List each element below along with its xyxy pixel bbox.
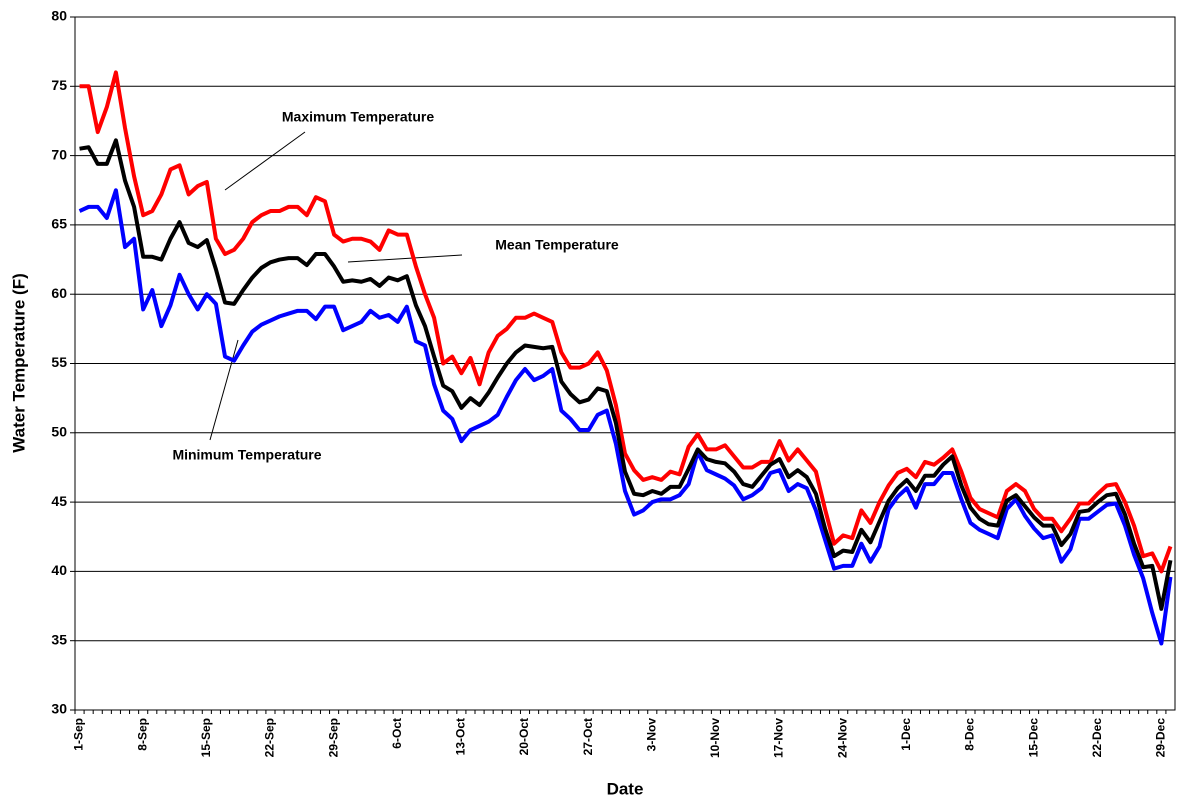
x-tick-label: 17-Nov	[772, 718, 786, 758]
y-tick-label: 50	[51, 424, 67, 440]
annotation: Minimum Temperature	[172, 447, 321, 463]
x-tick-label: 1-Dec	[899, 718, 913, 751]
y-tick-label: 40	[51, 562, 67, 578]
x-axis-title: Date	[607, 779, 644, 798]
x-tick-label: 8-Dec	[963, 718, 977, 751]
series-line	[78, 188, 1173, 646]
x-tick-label: 29-Dec	[1154, 718, 1168, 758]
x-tick-label: 22-Sep	[263, 718, 277, 757]
y-tick-label: 70	[51, 146, 67, 162]
y-tick-label: 80	[51, 8, 67, 24]
y-tick-label: 45	[51, 493, 67, 509]
x-tick-label: 10-Nov	[708, 718, 722, 758]
annotation-leader	[209, 339, 239, 441]
annotation: Mean Temperature	[495, 237, 619, 253]
x-tick-label: 22-Dec	[1090, 718, 1104, 758]
x-tick-label: 6-Oct	[390, 718, 404, 749]
x-tick-label: 15-Sep	[199, 718, 213, 757]
x-tick-label: 15-Dec	[1026, 718, 1040, 758]
series-line	[79, 138, 1173, 611]
y-axis-title: Water Temperature (F)	[9, 273, 28, 452]
x-tick-label: 1-Sep	[72, 718, 86, 751]
y-tick-label: 65	[51, 216, 67, 232]
plot-frame	[74, 16, 1176, 711]
annotation-leader	[224, 131, 306, 191]
x-tick-label: 3-Nov	[644, 718, 658, 752]
y-tick-label: 75	[51, 77, 67, 93]
y-tick-label: 30	[51, 701, 67, 717]
annotation: Maximum Temperature	[282, 109, 434, 125]
y-tick-label: 60	[51, 285, 67, 301]
x-tick-label: 27-Oct	[581, 718, 595, 755]
series-line	[79, 70, 1173, 574]
y-tick-label: 55	[51, 354, 67, 370]
annotation-leader	[347, 254, 463, 263]
x-tick-label: 24-Nov	[835, 718, 849, 758]
x-tick-label: 13-Oct	[454, 718, 468, 755]
x-tick-label: 29-Sep	[326, 718, 340, 757]
y-tick-label: 35	[51, 631, 67, 647]
x-tick-label: 8-Sep	[135, 718, 149, 751]
x-tick-label: 20-Oct	[517, 718, 531, 755]
